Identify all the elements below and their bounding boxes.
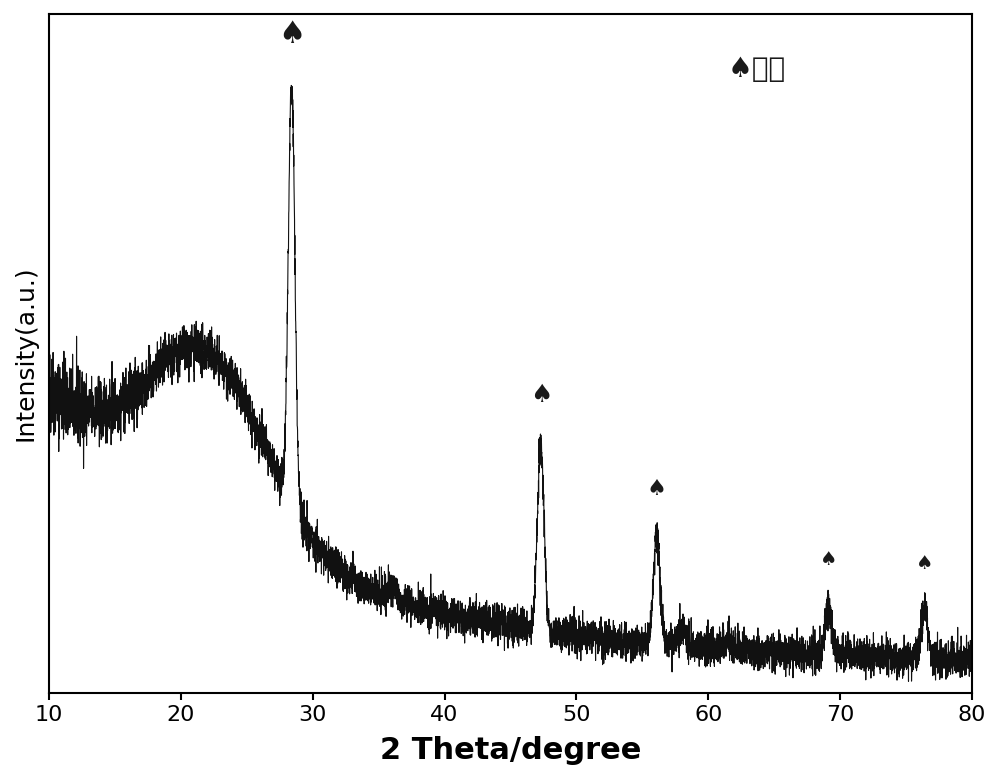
Text: ♠: ♠ <box>530 383 552 407</box>
Y-axis label: Intensity(a.u.): Intensity(a.u.) <box>14 266 38 442</box>
Text: ♠：硅: ♠：硅 <box>727 55 785 83</box>
X-axis label: 2 Theta/degree: 2 Theta/degree <box>380 736 641 765</box>
Text: ♠: ♠ <box>647 479 667 499</box>
Text: ♠: ♠ <box>819 550 837 569</box>
Text: ♠: ♠ <box>916 554 933 573</box>
Text: ♠: ♠ <box>278 20 305 49</box>
